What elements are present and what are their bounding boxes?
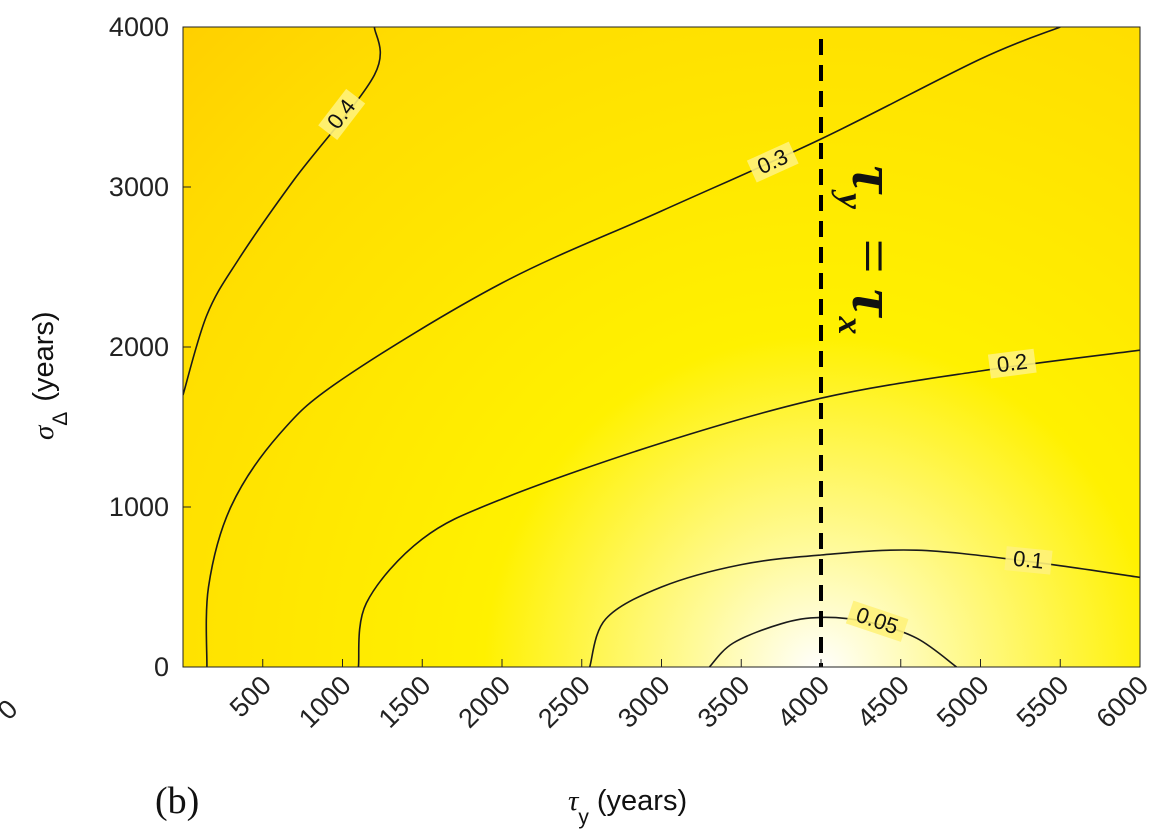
contour-labels: 0.40.30.20.10.05 (318, 88, 1053, 642)
x-tick-label: 4000 (772, 670, 836, 734)
plot-background (183, 27, 1140, 667)
x-tick-label: 3000 (612, 670, 676, 734)
x-tick-label: 3500 (692, 670, 756, 734)
reference-line-annotation: τy = τx (831, 165, 907, 334)
x-tick-label: 5000 (931, 670, 995, 734)
x-axis-ticks: 500 1000 1500 2000 2500 3000 3500 4000 4500 5000 5… (224, 659, 1154, 734)
x-tick-label: 500 (224, 670, 277, 723)
partial-tick-label: 0 (0, 694, 24, 726)
panel-label: (b) (155, 780, 199, 822)
contour-label: 0.1 (1012, 546, 1045, 574)
contour-label-bg (1004, 546, 1053, 575)
y-tick-label: 0 (154, 652, 169, 682)
contour-line (357, 349, 1140, 667)
y-tick-label: 3000 (109, 172, 169, 202)
contour-label-bg (746, 141, 799, 183)
x-tick-label: 1500 (373, 670, 437, 734)
contour-label-bg (987, 348, 1037, 379)
y-axis-label: σΔ(years) (28, 311, 72, 440)
x-tick-label: 4500 (851, 670, 915, 734)
contour-label: 0.2 (995, 349, 1029, 378)
x-tick-label: 2500 (532, 670, 596, 734)
y-axis-ticks: 0 1000 2000 3000 4000 (109, 12, 191, 682)
contour-label-bg (845, 600, 909, 642)
y-tick-label: 4000 (109, 12, 169, 42)
y-tick-label: 1000 (109, 492, 169, 522)
contour-line (205, 27, 1061, 667)
contour-label-bg (318, 88, 366, 140)
x-tick-label: 5500 (1011, 670, 1075, 734)
contour-line (183, 27, 382, 396)
y-tick-label: 2000 (109, 332, 169, 362)
x-tick-label: 6000 (1091, 670, 1155, 734)
x-tick-label: 2000 (453, 670, 517, 734)
x-axis-label: τy(years) (568, 785, 687, 829)
contour-lines (183, 27, 1140, 667)
x-tick-label: 1000 (293, 670, 357, 734)
